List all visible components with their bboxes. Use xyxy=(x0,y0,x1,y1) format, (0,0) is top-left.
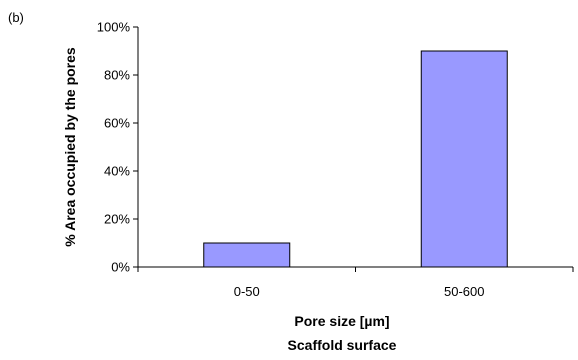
bars-group xyxy=(203,50,508,268)
bar-50-600 xyxy=(420,50,508,268)
panel-label: (b) xyxy=(8,10,24,25)
y-tick-label: 20% xyxy=(104,212,130,227)
x-axis-subtitle: Scaffold surface xyxy=(288,337,397,353)
y-tick-label: 60% xyxy=(104,116,130,131)
y-tick-label: 0% xyxy=(111,260,130,275)
y-tick-label: 40% xyxy=(104,164,130,179)
y-tick-label: 80% xyxy=(104,68,130,83)
y-axis-ticks: 0% 20% 40% 60% 80% 100% xyxy=(97,20,574,275)
x-tick-label: 50-600 xyxy=(444,284,484,299)
y-tick-label: 100% xyxy=(97,20,131,35)
bar-0-50 xyxy=(203,242,291,268)
x-axis-title: Pore size [µm] xyxy=(294,313,389,329)
x-tick-label: 0-50 xyxy=(234,284,260,299)
y-axis-title: % Area occupied by the pores xyxy=(62,47,78,247)
x-axis-tick-labels: 0-50 50-600 xyxy=(234,284,485,299)
